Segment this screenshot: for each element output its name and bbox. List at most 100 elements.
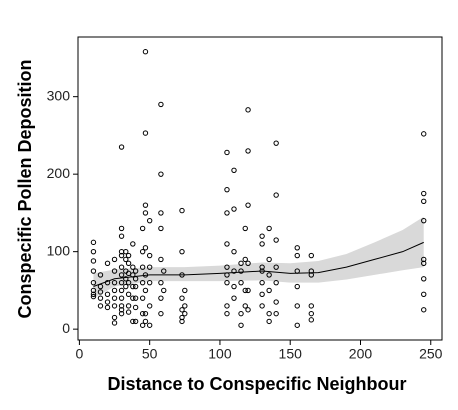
point: [118, 144, 125, 150]
point: [421, 198, 427, 204]
y-tick-label: 300: [47, 87, 71, 103]
point: [132, 318, 139, 325]
point: [90, 287, 97, 294]
point: [142, 245, 149, 251]
point: [125, 303, 132, 309]
point: [273, 237, 279, 243]
point: [421, 307, 427, 313]
point: [125, 279, 132, 286]
point: [224, 210, 230, 216]
point: [123, 283, 129, 290]
point: [118, 310, 125, 317]
point: [118, 272, 125, 278]
point: [245, 260, 251, 266]
point: [238, 260, 244, 266]
point: [146, 279, 153, 286]
point: [90, 291, 97, 297]
point: [245, 287, 251, 294]
point: [224, 264, 230, 270]
point: [146, 303, 153, 309]
point: [118, 233, 125, 239]
point: [142, 287, 149, 294]
point: [182, 310, 188, 317]
point: [238, 322, 244, 328]
x-tick-label: 50: [142, 346, 158, 362]
point: [104, 299, 111, 305]
point: [273, 299, 279, 305]
point: [238, 268, 244, 274]
point: [259, 303, 265, 309]
point: [308, 303, 314, 309]
point: [308, 310, 314, 317]
point: [231, 295, 237, 301]
point: [182, 303, 188, 309]
point: [179, 318, 185, 325]
point: [245, 307, 251, 313]
point: [259, 279, 265, 286]
point: [231, 248, 237, 255]
point: [158, 210, 164, 216]
point: [97, 303, 104, 309]
point: [179, 248, 185, 255]
point: [123, 248, 129, 255]
point: [421, 276, 427, 282]
point: [231, 268, 237, 274]
point: [146, 217, 153, 224]
point: [146, 264, 153, 270]
point: [132, 283, 139, 290]
point: [111, 303, 118, 309]
point: [421, 217, 427, 224]
point: [224, 279, 230, 286]
point: [266, 225, 272, 232]
point: [118, 295, 125, 301]
point: [111, 295, 118, 301]
point: [132, 268, 139, 274]
point: [238, 310, 244, 317]
point: [242, 287, 248, 294]
point: [132, 295, 139, 301]
point: [158, 225, 164, 232]
point: [294, 283, 300, 290]
point: [125, 252, 132, 259]
x-tick-label: 150: [279, 346, 303, 362]
point: [224, 186, 230, 193]
point: [273, 140, 279, 146]
point: [90, 279, 97, 286]
point: [139, 264, 146, 270]
point: [421, 260, 427, 266]
y-axis-label: Conspecific Pollen Deposition: [15, 59, 35, 318]
point: [242, 303, 248, 309]
point: [158, 256, 164, 263]
point: [421, 131, 427, 137]
point: [161, 268, 167, 274]
point: [142, 310, 149, 317]
point: [158, 101, 164, 108]
y-tick-label: 0: [62, 320, 70, 336]
point: [118, 287, 125, 294]
point: [111, 256, 118, 263]
x-tick-label: 200: [349, 346, 373, 362]
point: [259, 291, 265, 297]
point: [139, 279, 146, 286]
point: [266, 310, 272, 317]
point: [242, 256, 248, 263]
point: [238, 279, 244, 286]
point: [130, 295, 136, 301]
point: [118, 252, 125, 259]
point: [158, 279, 164, 286]
point: [142, 130, 149, 136]
point: [111, 279, 118, 286]
point: [118, 225, 125, 232]
point: [142, 318, 149, 325]
point: [90, 258, 97, 264]
point: [294, 245, 300, 251]
point: [421, 190, 427, 197]
point: [294, 303, 300, 309]
point: [111, 320, 118, 326]
point: [139, 225, 146, 232]
point: [179, 295, 185, 301]
point: [97, 295, 104, 301]
point: [179, 307, 185, 313]
confidence-band: [93, 216, 424, 299]
